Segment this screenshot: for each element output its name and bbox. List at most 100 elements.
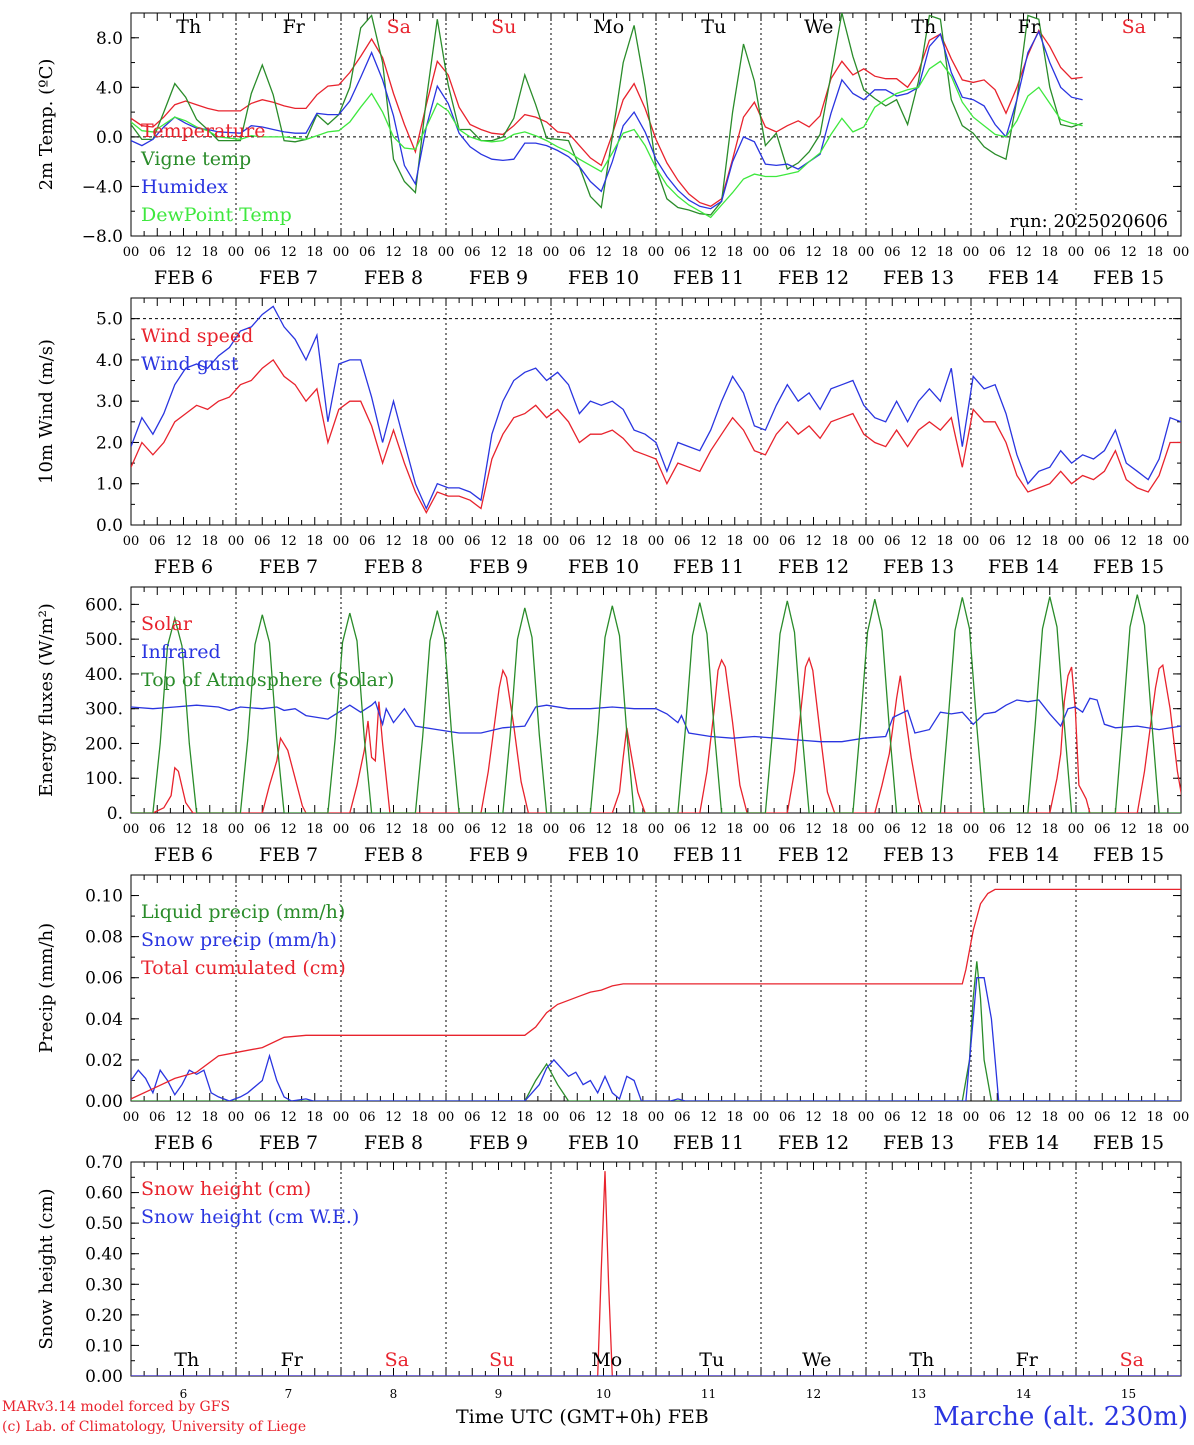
- y-tick-label: 0.70: [85, 1153, 123, 1173]
- series-line-humidex: [131, 29, 1083, 210]
- hour-tick-label: 18: [201, 245, 218, 260]
- hour-tick-label: 00: [858, 1110, 875, 1125]
- y-tick-label: 400.: [85, 665, 123, 685]
- hour-tick-label: 06: [1094, 534, 1111, 549]
- panel-3: [130, 586, 1182, 814]
- day-number-label: 6: [180, 1387, 188, 1401]
- hour-tick-label: 06: [464, 822, 481, 837]
- hour-tick-label: 12: [595, 1110, 612, 1125]
- hour-tick-label: 06: [149, 822, 166, 837]
- hour-tick-label: 06: [254, 822, 271, 837]
- legend-entry: Infrared: [141, 641, 221, 663]
- date-label: FEB 11: [673, 267, 744, 289]
- weekday-label: Mo: [593, 16, 624, 38]
- hour-tick-label: 18: [831, 822, 848, 837]
- hour-tick-label: 18: [306, 822, 323, 837]
- date-label: FEB 13: [883, 556, 954, 578]
- date-label: FEB 8: [364, 1132, 423, 1154]
- date-label: FEB 11: [673, 844, 744, 866]
- y-tick-label: 0.: [107, 804, 123, 824]
- hour-tick-label: 12: [700, 245, 717, 260]
- hour-tick-label: 18: [1041, 822, 1058, 837]
- hour-tick-label: 00: [753, 534, 770, 549]
- weekday-label: Sa: [387, 16, 411, 38]
- hour-tick-label: 06: [359, 245, 376, 260]
- hour-tick-label: 06: [569, 1110, 586, 1125]
- hour-tick-label: 12: [910, 822, 927, 837]
- hour-tick-label: 06: [989, 822, 1006, 837]
- hour-tick-label: 18: [621, 245, 638, 260]
- weekday-label: Sa: [1122, 16, 1146, 38]
- weekday-label: Fr: [281, 1349, 304, 1371]
- hour-tick-label: 06: [779, 822, 796, 837]
- day-number-label: 12: [806, 1387, 821, 1401]
- hour-tick-label: 12: [910, 245, 927, 260]
- day-number-label: 14: [1016, 1387, 1032, 1401]
- hour-tick-label: 06: [884, 822, 901, 837]
- hour-tick-label: 18: [1146, 1110, 1163, 1125]
- y-tick-label: 0.04: [85, 1010, 123, 1030]
- hour-tick-label: 12: [1015, 822, 1032, 837]
- hour-tick-label: 18: [621, 534, 638, 549]
- hour-tick-label: 12: [280, 534, 297, 549]
- hour-tick-label: 12: [175, 245, 192, 260]
- date-label: FEB 9: [469, 1132, 528, 1154]
- hour-tick-label: 00: [753, 822, 770, 837]
- date-label: FEB 9: [469, 844, 528, 866]
- hour-tick-label: 06: [254, 245, 271, 260]
- series-line-temperature: [131, 28, 1083, 208]
- location-title: Marche (alt. 230m): [933, 1402, 1188, 1432]
- hour-tick-label: 00: [228, 822, 245, 837]
- weekday-label: Fr: [1018, 16, 1041, 38]
- date-label: FEB 7: [259, 844, 318, 866]
- hour-tick-label: 12: [280, 245, 297, 260]
- hour-tick-label: 06: [569, 245, 586, 260]
- hour-tick-label: 00: [753, 245, 770, 260]
- date-label: FEB 12: [778, 267, 849, 289]
- hour-tick-label: 00: [648, 245, 665, 260]
- y-tick-label: 100.: [85, 769, 123, 789]
- hour-tick-label: 12: [385, 245, 402, 260]
- hour-tick-label: 18: [201, 822, 218, 837]
- hour-tick-label: 00: [228, 534, 245, 549]
- hour-tick-label: 12: [1120, 822, 1137, 837]
- hour-tick-label: 18: [516, 822, 533, 837]
- date-label: FEB 15: [1093, 844, 1164, 866]
- hour-tick-label: 06: [884, 534, 901, 549]
- date-label: FEB 14: [988, 844, 1059, 866]
- y-tick-label: 600.: [85, 595, 123, 615]
- weekday-label: Sa: [1120, 1349, 1144, 1371]
- hour-tick-label: 12: [1120, 534, 1137, 549]
- hour-tick-label: 06: [254, 534, 271, 549]
- hour-tick-label: 00: [1068, 245, 1085, 260]
- legend-entry: Snow precip (mm/h): [141, 929, 337, 951]
- hour-tick-label: 18: [831, 1110, 848, 1125]
- y-tick-label: 2.0: [96, 433, 123, 453]
- hour-tick-label: 12: [595, 822, 612, 837]
- hour-tick-label: 12: [280, 822, 297, 837]
- hour-tick-label: 18: [726, 822, 743, 837]
- hour-tick-label: 06: [359, 534, 376, 549]
- hour-tick-label: 00: [648, 822, 665, 837]
- hour-tick-label: 06: [779, 534, 796, 549]
- date-label: FEB 12: [778, 1132, 849, 1154]
- weekday-label: Sa: [385, 1349, 409, 1371]
- series-line-liquid-precip-mm-h-: [131, 961, 1181, 1101]
- hour-tick-label: 06: [149, 1110, 166, 1125]
- hour-tick-label: 12: [1015, 534, 1032, 549]
- date-label: FEB 8: [364, 556, 423, 578]
- hour-tick-label: 18: [516, 245, 533, 260]
- weekday-label: Th: [176, 16, 201, 38]
- date-label: FEB 7: [259, 267, 318, 289]
- hour-tick-label: 00: [648, 1110, 665, 1125]
- hour-tick-label: 18: [936, 245, 953, 260]
- hour-tick-label: 00: [543, 1110, 560, 1125]
- hour-tick-label: 00: [1173, 245, 1190, 260]
- series-line-dewpoint-temp: [131, 60, 1083, 219]
- date-label: FEB 7: [259, 556, 318, 578]
- hour-tick-label: 12: [805, 245, 822, 260]
- hour-tick-label: 18: [936, 822, 953, 837]
- series-line-wind-gust: [131, 305, 1181, 511]
- hour-tick-label: 18: [516, 534, 533, 549]
